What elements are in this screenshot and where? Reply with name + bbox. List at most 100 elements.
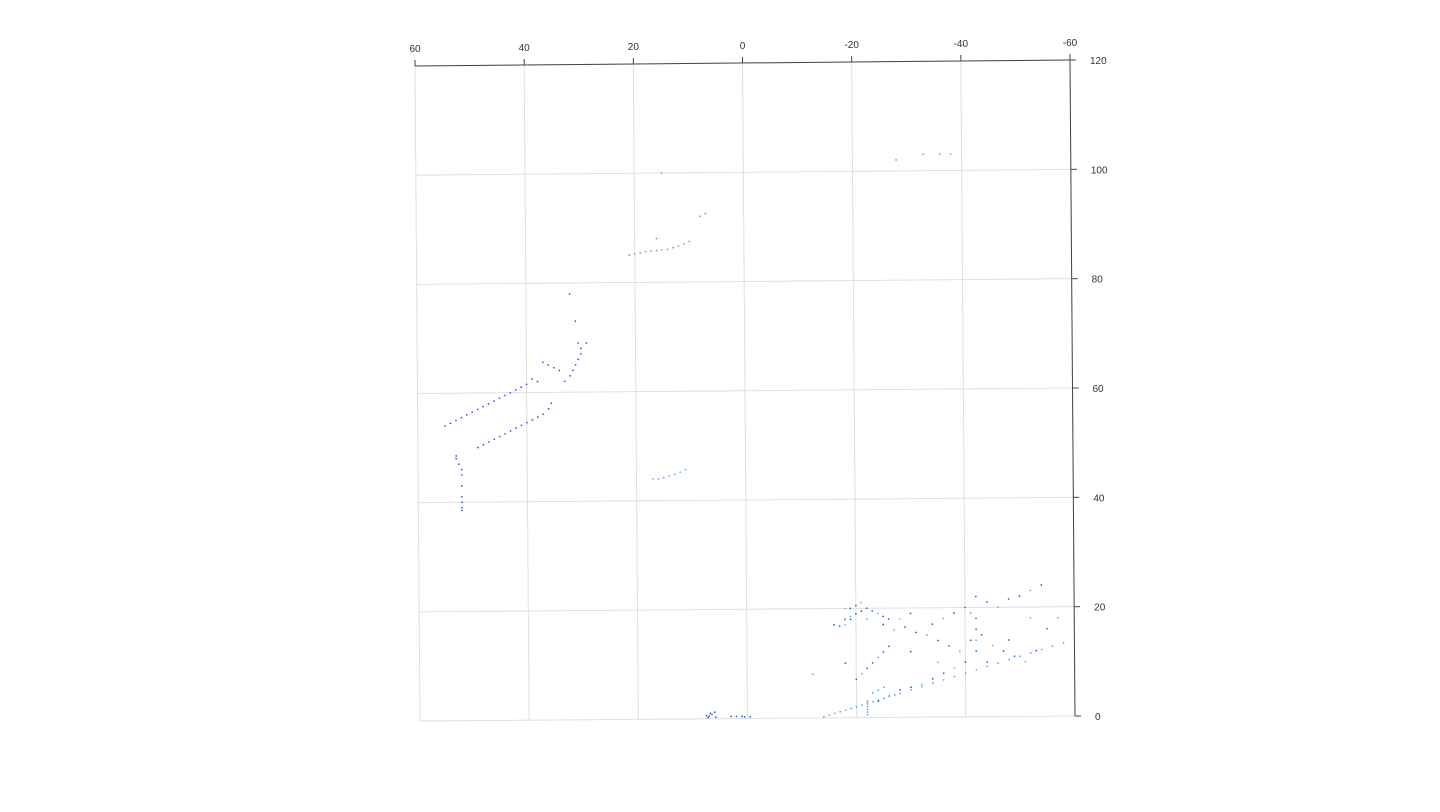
data-point — [1002, 650, 1005, 652]
data-point — [997, 662, 1000, 664]
data-point — [948, 645, 950, 647]
data-point — [866, 703, 869, 705]
data-point — [741, 715, 743, 718]
data-point — [866, 667, 869, 670]
data-point — [657, 477, 660, 480]
data-point — [460, 485, 463, 487]
y-tick-label: 120 — [1090, 56, 1107, 67]
data-point — [1007, 598, 1010, 600]
data-point — [580, 353, 582, 355]
data-point — [498, 397, 501, 400]
data-point — [953, 675, 956, 678]
tick-labels: 60 40 20 0 -20 -40 -60 0 20 40 60 80 100 120 — [409, 38, 1108, 723]
data-point — [1008, 658, 1010, 661]
cluster-curb-line-a — [823, 641, 1065, 718]
data-point — [882, 686, 885, 689]
data-point — [699, 215, 701, 218]
data-point — [882, 697, 885, 700]
cluster-ground-strip — [705, 711, 752, 719]
data-point — [461, 495, 463, 498]
data-point — [921, 683, 923, 686]
data-point — [1029, 617, 1032, 619]
data-point — [1046, 627, 1048, 630]
data-point — [476, 408, 479, 411]
data-point — [705, 714, 708, 717]
data-point — [887, 645, 890, 648]
data-point — [931, 677, 934, 680]
data-point — [673, 473, 676, 476]
data-point — [644, 250, 647, 253]
y-tick-label: 80 — [1092, 275, 1104, 286]
data-point — [855, 705, 858, 708]
data-point — [709, 712, 712, 715]
data-point — [975, 628, 977, 631]
data-point — [465, 414, 468, 416]
data-point — [714, 716, 717, 719]
x-tick-label: 60 — [409, 44, 421, 55]
data-point — [833, 712, 836, 715]
data-point — [942, 672, 945, 675]
data-point — [672, 246, 674, 249]
data-point — [571, 369, 574, 372]
data-point — [860, 610, 863, 612]
data-point — [493, 438, 496, 441]
data-point — [650, 250, 653, 253]
data-point — [1040, 584, 1043, 586]
data-point — [487, 441, 490, 443]
y-tick-label: 0 — [1095, 712, 1101, 723]
data-point — [580, 347, 582, 350]
data-point — [547, 364, 550, 366]
data-point — [828, 714, 831, 717]
data-point — [882, 650, 885, 653]
data-point — [844, 618, 846, 621]
grid-line-y — [415, 168, 1071, 176]
data-point — [455, 419, 457, 422]
data-point — [482, 443, 485, 446]
data-point — [833, 624, 836, 626]
data-point — [893, 694, 896, 696]
data-point — [503, 394, 506, 397]
data-point — [975, 668, 978, 671]
data-point — [660, 172, 663, 174]
x-tick-label: -40 — [954, 39, 969, 50]
data-point — [1040, 648, 1043, 651]
data-point — [493, 400, 495, 402]
data-point — [668, 475, 671, 477]
axes — [414, 54, 1081, 717]
data-point — [569, 374, 572, 377]
data-point — [964, 661, 967, 664]
data-point — [684, 469, 687, 471]
data-point — [904, 626, 907, 629]
data-point — [850, 707, 853, 710]
data-points — [444, 153, 1065, 719]
data-point — [458, 463, 460, 466]
data-point — [871, 610, 874, 612]
data-point — [975, 617, 977, 620]
data-point — [520, 424, 523, 427]
grid-lines — [414, 59, 1076, 722]
data-point — [876, 612, 879, 615]
data-point — [964, 672, 967, 675]
data-point — [909, 650, 912, 653]
data-point — [661, 249, 663, 251]
data-point — [577, 358, 580, 361]
data-point — [811, 673, 814, 676]
data-point — [899, 692, 902, 695]
data-point — [844, 623, 846, 626]
y-tick-label: 20 — [1094, 603, 1106, 614]
data-point — [541, 361, 544, 364]
data-point — [942, 617, 945, 620]
data-point — [866, 705, 869, 708]
data-point — [975, 650, 978, 653]
data-point — [482, 405, 485, 408]
grid-line-y — [419, 715, 1076, 722]
grid-line-y — [418, 496, 1074, 504]
data-point — [735, 715, 738, 718]
data-point — [937, 661, 940, 664]
data-point — [509, 391, 512, 394]
data-point — [877, 656, 879, 659]
data-point — [713, 711, 716, 714]
data-point — [1029, 652, 1032, 654]
data-point — [975, 639, 978, 642]
data-point — [922, 153, 925, 156]
